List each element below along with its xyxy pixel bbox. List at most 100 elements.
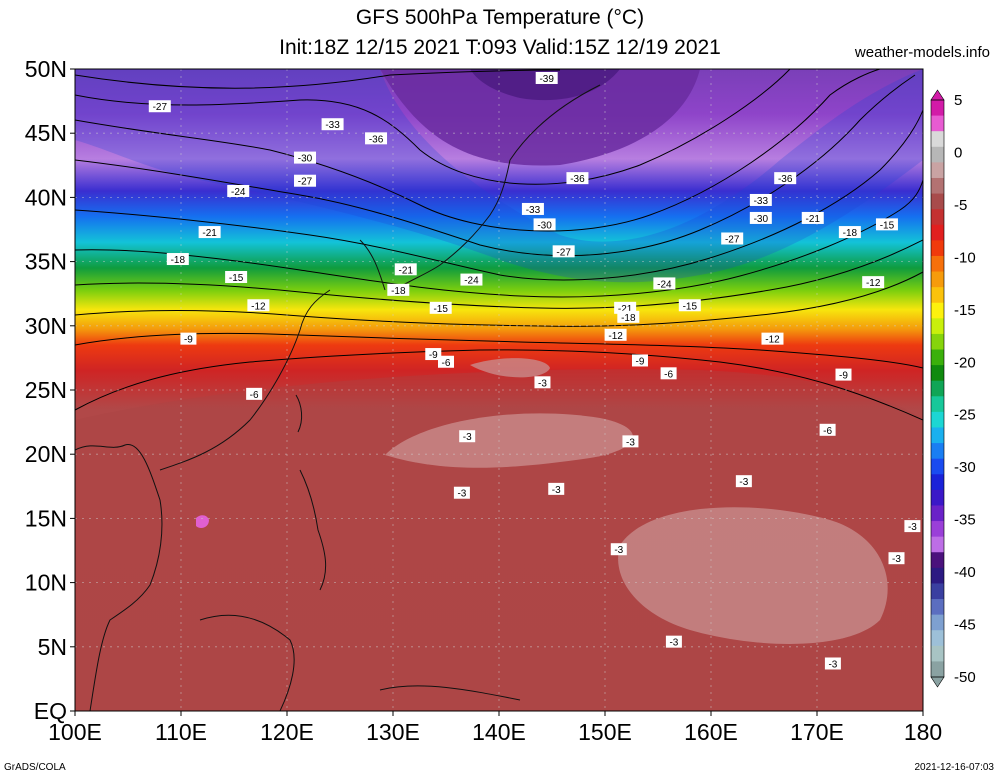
- lat-tick-label: 45N: [25, 120, 67, 146]
- svg-text:-18: -18: [621, 313, 636, 324]
- coast-kuril: [509, 84, 601, 161]
- svg-text:-6: -6: [442, 358, 451, 369]
- contour-label: -21: [801, 211, 824, 225]
- svg-text:-15: -15: [229, 273, 244, 284]
- svg-text:-33: -33: [754, 196, 769, 207]
- svg-text:-21: -21: [202, 228, 217, 239]
- lat-tick-label: 30N: [25, 313, 67, 339]
- colorbar-swatch: [931, 240, 944, 257]
- svg-text:-3: -3: [614, 545, 623, 556]
- graticule: [75, 69, 923, 711]
- svg-text:-30: -30: [754, 214, 769, 225]
- contour-label: -6: [246, 387, 263, 401]
- contour-label: -3: [824, 657, 841, 670]
- colorbar-frame: [930, 99, 945, 678]
- colorbar-label: -5: [954, 197, 967, 214]
- color-bar: 5 0 -5 -10 -15 -20 -25 -30 -35 -40 -45 -50: [930, 89, 976, 688]
- colorbar-label: -45: [954, 617, 976, 634]
- cold-core-region: [380, 69, 700, 166]
- svg-text:-9: -9: [839, 371, 848, 382]
- lon-tick-label: 150E: [578, 719, 632, 745]
- contour-label: -3: [548, 482, 565, 496]
- colorbar-swatch: [931, 131, 944, 148]
- map-plot-area: -39 -27 -33 -36 -30 -27 -24 -36 -36 -33 -33 -30 -30 -…: [75, 69, 923, 711]
- warm-patch-3: [618, 507, 888, 644]
- colorbar-swatch: [931, 193, 944, 210]
- colorbar-swatch: [931, 630, 944, 647]
- contour-label: -24: [460, 273, 483, 287]
- typhoon-marker: [196, 515, 209, 528]
- colorbar-swatch: [931, 552, 944, 569]
- contour-label: -24: [227, 184, 250, 198]
- coast-korea: [359, 239, 386, 291]
- svg-text:-36: -36: [778, 174, 793, 185]
- lat-tick-label: 25N: [25, 377, 67, 403]
- contour-label: -9: [835, 368, 852, 382]
- lat-tick-label: 15N: [25, 505, 67, 531]
- svg-text:-18: -18: [843, 228, 858, 239]
- colorbar-swatch: [931, 380, 944, 397]
- colorbar-swatch: [931, 302, 944, 319]
- svg-text:-6: -6: [664, 369, 673, 380]
- colorbar-swatch: [931, 177, 944, 195]
- contour-label: -30: [749, 211, 772, 225]
- contour-label: -3: [888, 552, 905, 565]
- svg-text:-36: -36: [570, 174, 585, 185]
- colorbar-swatch: [931, 536, 944, 553]
- colorbar-top-arrow: [930, 89, 945, 101]
- contour-label: -36: [774, 172, 797, 185]
- colorbar-swatch: [931, 567, 944, 584]
- colorbar-label: -25: [954, 407, 976, 424]
- chart-subtitle: Init:18Z 12/15 2021 T:093 Valid:15Z 12/1…: [279, 36, 721, 59]
- colorbar-bottom-arrow: [930, 676, 945, 688]
- svg-text:-27: -27: [298, 177, 313, 188]
- colorbar-label: -15: [954, 302, 976, 319]
- colorbar-swatch: [931, 599, 944, 616]
- svg-text:-15: -15: [433, 304, 448, 315]
- svg-text:-33: -33: [325, 120, 340, 131]
- colorbar-swatch: [931, 255, 944, 273]
- contour-label: -18: [838, 226, 861, 239]
- contour-label: -9: [631, 354, 648, 367]
- svg-text:-3: -3: [626, 437, 635, 448]
- svg-text:-21: -21: [618, 304, 633, 315]
- colorbar-swatch: [931, 396, 944, 413]
- contour-label: -12: [761, 332, 784, 346]
- colorbar-swatch: [931, 115, 944, 132]
- contour-label: -27: [552, 245, 575, 258]
- colorbar-label: -10: [954, 249, 976, 266]
- colorbar-label: 5: [954, 92, 962, 109]
- colorbar-label: -35: [954, 512, 976, 529]
- contour-label: -36: [365, 132, 388, 145]
- contour-label: -30: [533, 218, 556, 231]
- lat-tick-label: EQ: [34, 698, 67, 724]
- contour-label: -3: [610, 543, 627, 556]
- warm-patch-2: [470, 358, 550, 378]
- contour-label: -18: [166, 253, 189, 266]
- colorbar-swatch: [931, 349, 944, 366]
- colorbar-label: -50: [954, 669, 976, 686]
- contour-label: -15: [678, 299, 701, 312]
- contour-label: -3: [735, 475, 752, 488]
- lon-tick-label: 120E: [260, 719, 314, 745]
- lon-tick-label: 110E: [155, 719, 207, 745]
- colorbar-swatch: [931, 100, 944, 117]
- colorbar-swatch: [931, 521, 944, 538]
- colorbar-swatch: [931, 411, 944, 428]
- contour-label: -3: [453, 486, 470, 500]
- svg-text:-3: -3: [739, 477, 748, 488]
- svg-text:-12: -12: [866, 278, 881, 289]
- source-credit: weather-models.info: [854, 44, 990, 61]
- contour-label: -3: [665, 635, 682, 649]
- footer-software: GrADS/COLA: [4, 762, 66, 773]
- footer-timestamp: 2021-12-16-07:03: [914, 762, 994, 773]
- svg-text:-24: -24: [231, 187, 246, 198]
- svg-text:-3: -3: [552, 485, 561, 496]
- svg-text:-30: -30: [298, 154, 313, 165]
- colorbar-swatch: [931, 489, 944, 506]
- lat-tick-label: 10N: [25, 570, 67, 596]
- colorbar-label: -20: [954, 354, 976, 371]
- lon-tick-label: 140E: [472, 719, 526, 745]
- contour-label: -6: [660, 367, 677, 380]
